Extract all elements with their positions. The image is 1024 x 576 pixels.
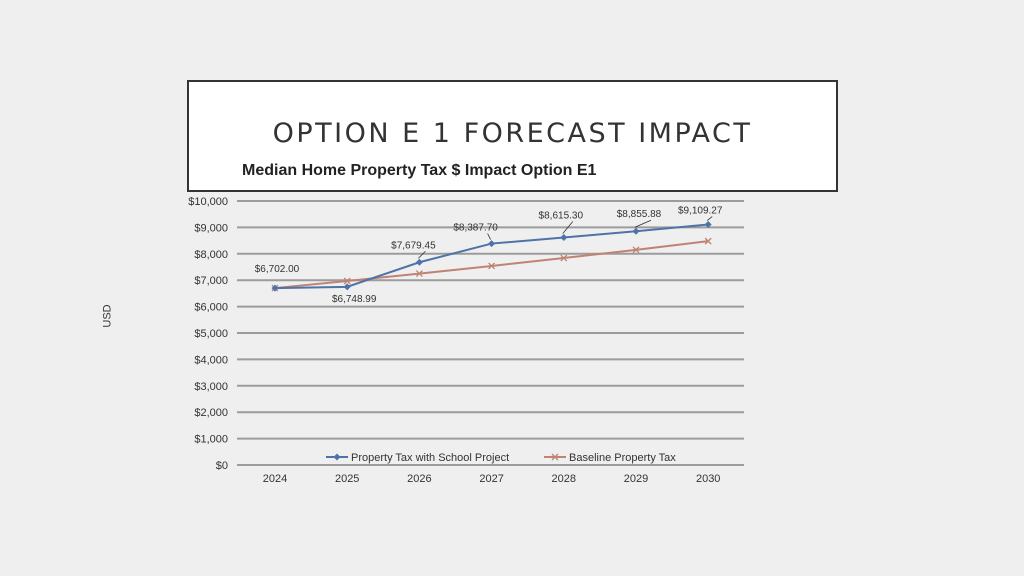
y-tick-label: $8,000 bbox=[194, 249, 228, 261]
data-point bbox=[704, 237, 712, 245]
data-point bbox=[704, 221, 712, 229]
x-tick-label: 2025 bbox=[335, 473, 359, 485]
y-tick-label: $2,000 bbox=[194, 407, 228, 419]
x-tick-label: 2024 bbox=[263, 473, 287, 485]
data-label: $6,748.99 bbox=[332, 294, 377, 305]
legend-label: Property Tax with School Project bbox=[351, 452, 509, 464]
y-tick-label: $6,000 bbox=[194, 302, 228, 314]
data-label: $6,702.00 bbox=[255, 264, 300, 275]
y-tick-label: $4,000 bbox=[194, 354, 228, 366]
x-tick-label: 2028 bbox=[552, 473, 576, 485]
y-tick-label: $9,000 bbox=[194, 222, 228, 234]
leader-line bbox=[634, 219, 652, 228]
data-point bbox=[343, 283, 351, 291]
data-point bbox=[415, 270, 423, 278]
legend-label: Baseline Property Tax bbox=[569, 452, 676, 464]
leader-line bbox=[706, 216, 713, 221]
data-point bbox=[488, 262, 496, 270]
data-label: $8,615.30 bbox=[539, 211, 584, 222]
title-box: OPTION E 1 FORECAST IMPACT Median Home P… bbox=[187, 80, 838, 192]
chart-title: Median Home Property Tax $ Impact Option… bbox=[242, 162, 597, 179]
data-label: $8,387.70 bbox=[453, 223, 498, 234]
data-point bbox=[560, 234, 568, 242]
data-label: $8,855.88 bbox=[617, 209, 662, 220]
data-point bbox=[632, 227, 640, 235]
y-tick-label: $3,000 bbox=[194, 381, 228, 393]
leader-line bbox=[418, 250, 426, 259]
x-tick-label: 2030 bbox=[696, 473, 720, 485]
data-label: $9,109.27 bbox=[678, 206, 723, 217]
data-point bbox=[271, 284, 279, 292]
series-line bbox=[274, 223, 709, 290]
y-tick-label: $1,000 bbox=[194, 434, 228, 446]
data-point bbox=[560, 254, 568, 262]
x-tick-label: 2027 bbox=[479, 473, 503, 485]
data-point bbox=[488, 240, 496, 248]
data-point bbox=[343, 277, 351, 285]
x-tick-label: 2029 bbox=[624, 473, 648, 485]
leader-line bbox=[562, 221, 574, 234]
x-tick-label: 2026 bbox=[407, 473, 431, 485]
legend-marker bbox=[333, 453, 341, 461]
y-tick-label: $10,000 bbox=[188, 196, 228, 208]
y-tick-label: $5,000 bbox=[194, 328, 228, 340]
slide-title: OPTION E 1 FORECAST IMPACT bbox=[272, 118, 753, 149]
y-tick-label: $7,000 bbox=[194, 275, 228, 287]
y-tick-label: $0 bbox=[216, 460, 228, 472]
data-point bbox=[415, 258, 423, 266]
data-label: $7,679.45 bbox=[391, 240, 436, 251]
leader-line bbox=[487, 233, 491, 240]
legend-marker bbox=[551, 453, 559, 461]
data-point bbox=[632, 246, 640, 254]
